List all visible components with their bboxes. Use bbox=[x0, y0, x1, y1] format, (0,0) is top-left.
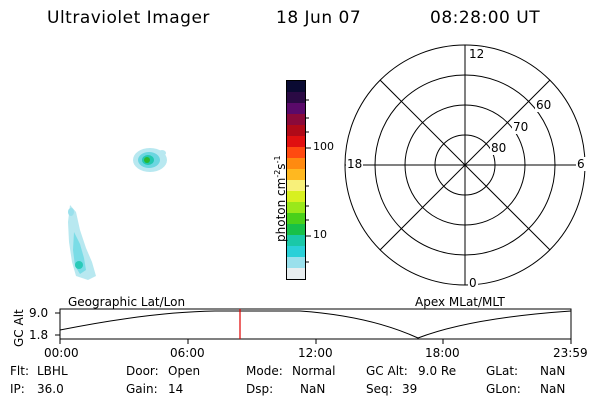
orbit-xtick-0: 00:00 bbox=[44, 346, 79, 360]
colorbar-band bbox=[287, 158, 305, 169]
colorbar-band bbox=[287, 92, 305, 103]
polar-lat-60: 60 bbox=[535, 98, 553, 112]
colorbar-band bbox=[287, 268, 305, 279]
colorbar-band bbox=[287, 147, 305, 158]
glon-value: NaN bbox=[540, 382, 566, 396]
polar-label-12: 12 bbox=[468, 47, 486, 61]
colorbar-band bbox=[287, 114, 305, 125]
mode-value: Normal bbox=[292, 364, 336, 378]
mode-label: Mode: bbox=[246, 364, 283, 378]
orbit-plot-frame bbox=[59, 308, 572, 340]
door-value: Open bbox=[168, 364, 201, 378]
colorbar-band bbox=[287, 235, 305, 246]
colorbar-band bbox=[287, 202, 305, 213]
polar-label-0: 0 bbox=[468, 276, 478, 290]
colorbar bbox=[286, 80, 306, 280]
aurora-blob-upper bbox=[133, 148, 167, 172]
instrument-title: Ultraviolet Imager bbox=[47, 8, 210, 28]
gcalt-label: GC Alt: bbox=[366, 364, 408, 378]
seq-label: Seq: bbox=[366, 382, 393, 396]
glat-label: GLat: bbox=[486, 364, 519, 378]
colorbar-band bbox=[287, 213, 305, 224]
date-label: 18 Jun 07 bbox=[276, 8, 362, 28]
glon-label: GLon: bbox=[486, 382, 521, 396]
gcalt-value: 9.0 Re bbox=[418, 364, 457, 378]
colorbar-band bbox=[287, 125, 305, 136]
polar-label-6: 6 bbox=[576, 157, 586, 171]
orbit-xtick-3: 18:00 bbox=[425, 346, 460, 360]
altitude-curve bbox=[59, 310, 572, 339]
orbit-ylabel: GC Alt bbox=[12, 309, 26, 347]
dsp-label: Dsp: bbox=[246, 382, 274, 396]
seq-value: 39 bbox=[402, 382, 418, 396]
time-label: 08:28:00 UT bbox=[430, 8, 541, 28]
geographic-label: Geographic Lat/Lon bbox=[68, 295, 186, 309]
colorbar-band bbox=[287, 191, 305, 202]
glat-value: NaN bbox=[540, 364, 566, 378]
orbit-xtick-4: 23:59 bbox=[553, 346, 588, 360]
colorbar-band bbox=[287, 180, 305, 191]
orbit-xtick-1: 06:00 bbox=[170, 346, 205, 360]
colorbar-band bbox=[287, 103, 305, 114]
ip-label: IP: bbox=[10, 382, 25, 396]
orbit-xtick-2: 12:00 bbox=[298, 346, 333, 360]
dsp-value: NaN bbox=[300, 382, 326, 396]
colorbar-band bbox=[287, 224, 305, 235]
gain-label: Gain: bbox=[126, 382, 158, 396]
colorbar-tick-10: 10 bbox=[313, 228, 327, 241]
flt-value: LBHL bbox=[37, 364, 68, 378]
apex-label: Apex MLat/MLT bbox=[415, 295, 505, 309]
polar-lat-70: 70 bbox=[512, 120, 530, 134]
door-label: Door: bbox=[126, 364, 159, 378]
colorbar-band bbox=[287, 257, 305, 268]
colorbar-band bbox=[287, 169, 305, 180]
ip-value: 36.0 bbox=[37, 382, 64, 396]
gain-value: 14 bbox=[168, 382, 184, 396]
flt-label: Flt: bbox=[10, 364, 29, 378]
aurora-blob-lower bbox=[68, 205, 96, 280]
colorbar-band bbox=[287, 81, 305, 92]
colorbar-band bbox=[287, 136, 305, 147]
polar-label-18: 18 bbox=[346, 157, 364, 171]
polar-lat-80: 80 bbox=[490, 141, 508, 155]
orbit-ytick-top: 9.0 bbox=[29, 306, 49, 320]
colorbar-band bbox=[287, 246, 305, 257]
colorbar-tick-100: 100 bbox=[313, 140, 334, 153]
orbit-ytick-bottom: 1.8 bbox=[29, 328, 49, 342]
